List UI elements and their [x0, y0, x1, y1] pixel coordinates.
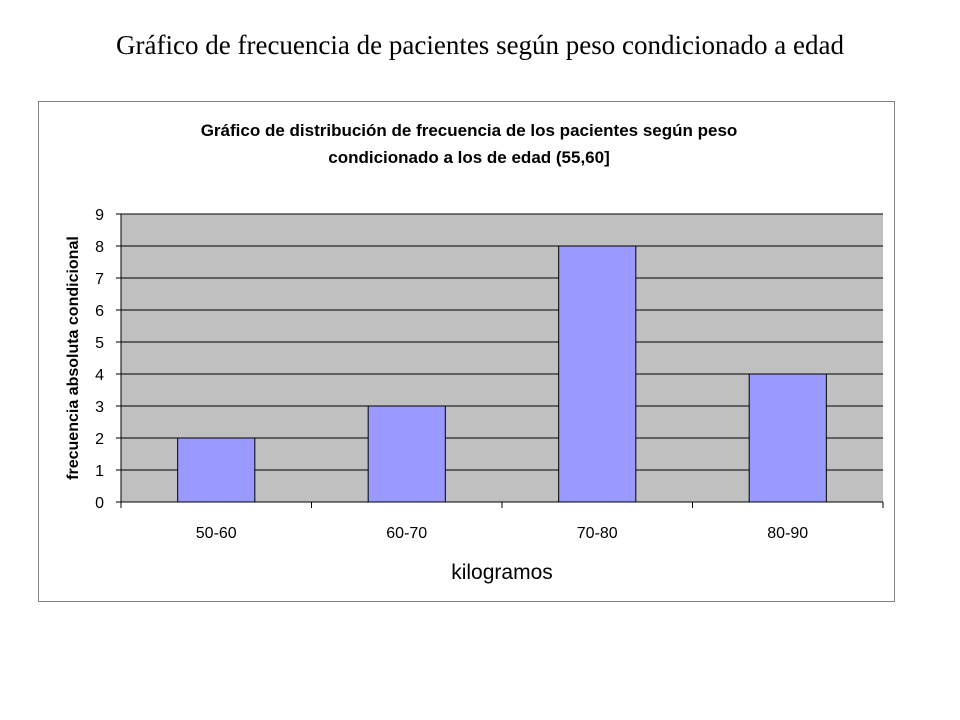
y-tick-label: 1 — [95, 463, 104, 480]
x-tick-label: 50-60 — [196, 525, 237, 542]
bar-50-60 — [177, 437, 256, 503]
y-tick-label: 8 — [95, 239, 104, 256]
bar-80-90 — [748, 373, 827, 503]
x-tick-label: 60-70 — [386, 525, 427, 542]
bar-70-80 — [558, 245, 637, 503]
x-tick-labels: 50-60 60-70 70-80 80-90 — [196, 525, 809, 542]
y-tick-label: 6 — [95, 303, 104, 320]
bars — [177, 245, 827, 503]
y-tick-label: 4 — [95, 367, 104, 384]
x-tick-label: 70-80 — [577, 525, 618, 542]
x-tick-label: 80-90 — [767, 525, 808, 542]
y-tick-label: 5 — [95, 335, 104, 352]
chart-title: Gráfico de distribución de frecuencia de… — [0, 117, 938, 171]
x-axis-label: kilogramos — [451, 561, 553, 584]
y-tick-label: 3 — [95, 399, 104, 416]
y-tick-label: 7 — [95, 271, 104, 288]
y-tick-label: 2 — [95, 431, 104, 448]
chart-title-line-2: condicionado a los de edad (55,60] — [328, 148, 610, 167]
y-tick-label: 0 — [95, 495, 104, 512]
axes — [116, 213, 884, 508]
slide-title: Gráfico de frecuencia de pacientes según… — [116, 30, 844, 60]
y-tick-label: 9 — [95, 207, 104, 224]
y-tick-labels: 0 1 2 3 4 5 6 7 8 9 — [95, 207, 104, 512]
bar-60-70 — [367, 405, 446, 503]
chart-title-line-1: Gráfico de distribución de frecuencia de… — [200, 121, 738, 140]
y-axis-label: frecuencia absoluta condicional — [65, 236, 82, 480]
